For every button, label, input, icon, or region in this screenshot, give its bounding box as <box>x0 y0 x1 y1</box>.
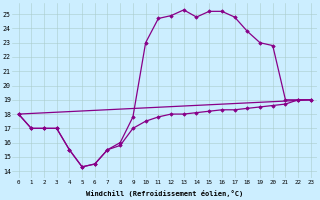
X-axis label: Windchill (Refroidissement éolien,°C): Windchill (Refroidissement éolien,°C) <box>86 190 243 197</box>
